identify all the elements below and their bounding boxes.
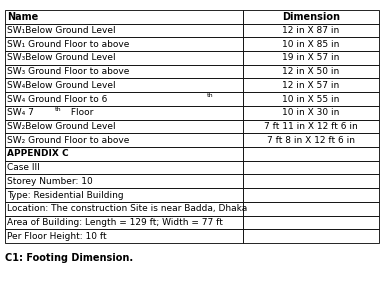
Text: SW₁Below Ground Level: SW₁Below Ground Level — [7, 26, 116, 35]
Text: 19 in X 57 in: 19 in X 57 in — [282, 53, 340, 62]
Bar — [5, 106, 243, 120]
Bar — [5, 65, 243, 78]
Bar — [243, 133, 379, 147]
Bar — [243, 120, 379, 133]
Bar — [5, 37, 243, 51]
Bar — [243, 65, 379, 78]
Text: SW₂Below Ground Level: SW₂Below Ground Level — [7, 122, 116, 131]
Text: 10 in X 30 in: 10 in X 30 in — [282, 108, 340, 117]
Bar — [5, 51, 243, 65]
Bar — [5, 147, 243, 161]
Text: SW₃Below Ground Level: SW₃Below Ground Level — [7, 53, 116, 62]
Text: SW₃ Ground Floor to above: SW₃ Ground Floor to above — [7, 67, 130, 76]
Bar — [243, 37, 379, 51]
Bar — [243, 78, 379, 92]
Text: Per Floor Height: 10 ft: Per Floor Height: 10 ft — [7, 232, 107, 241]
Bar — [243, 147, 379, 161]
Bar — [5, 10, 243, 24]
Bar — [243, 161, 379, 175]
Bar — [243, 216, 379, 229]
Bar — [243, 106, 379, 120]
Bar — [5, 188, 243, 202]
Bar — [5, 120, 243, 133]
Bar — [5, 216, 243, 229]
Text: 7 ft 11 in X 12 ft 6 in: 7 ft 11 in X 12 ft 6 in — [264, 122, 358, 131]
Text: C1: Footing Dimension.: C1: Footing Dimension. — [5, 253, 133, 263]
Text: Floor: Floor — [68, 108, 93, 117]
Text: SW₁ Ground Floor to above: SW₁ Ground Floor to above — [7, 40, 130, 49]
Bar — [243, 188, 379, 202]
Bar — [5, 161, 243, 175]
Bar — [243, 175, 379, 188]
Bar — [243, 202, 379, 216]
Text: 12 in X 87 in: 12 in X 87 in — [282, 26, 339, 35]
Text: 10 in X 85 in: 10 in X 85 in — [282, 40, 340, 49]
Text: SW₂ Ground Floor to above: SW₂ Ground Floor to above — [7, 136, 130, 145]
Text: SW₄ 7: SW₄ 7 — [7, 108, 34, 117]
Text: Case III: Case III — [7, 163, 40, 172]
Bar — [243, 24, 379, 37]
Text: 7 ft 8 in X 12 ft 6 in: 7 ft 8 in X 12 ft 6 in — [267, 136, 355, 145]
Text: 12 in X 57 in: 12 in X 57 in — [282, 81, 339, 90]
Text: Area of Building: Length = 129 ft; Width = 77 ft: Area of Building: Length = 129 ft; Width… — [7, 218, 223, 227]
Text: Name: Name — [7, 12, 38, 22]
Text: APPENDIX C: APPENDIX C — [7, 149, 69, 158]
Bar — [5, 92, 243, 106]
Bar — [5, 229, 243, 243]
Text: Dimension: Dimension — [282, 12, 340, 22]
Bar — [5, 202, 243, 216]
Text: th: th — [207, 94, 213, 99]
Text: Location: The construction Site is near Badda, Dhaka: Location: The construction Site is near … — [7, 204, 248, 213]
Bar — [243, 10, 379, 24]
Bar — [5, 133, 243, 147]
Text: SW₄ Ground Floor to 6: SW₄ Ground Floor to 6 — [7, 94, 108, 103]
Bar — [243, 92, 379, 106]
Bar — [5, 78, 243, 92]
Bar — [243, 51, 379, 65]
Text: 10 in X 55 in: 10 in X 55 in — [282, 94, 340, 103]
Text: th: th — [55, 107, 61, 112]
Bar — [243, 229, 379, 243]
Bar — [5, 175, 243, 188]
Text: 12 in X 50 in: 12 in X 50 in — [282, 67, 339, 76]
Bar — [5, 24, 243, 37]
Text: Type: Residential Building: Type: Residential Building — [7, 191, 124, 200]
Text: Storey Number: 10: Storey Number: 10 — [7, 177, 93, 186]
Text: SW₄Below Ground Level: SW₄Below Ground Level — [7, 81, 116, 90]
